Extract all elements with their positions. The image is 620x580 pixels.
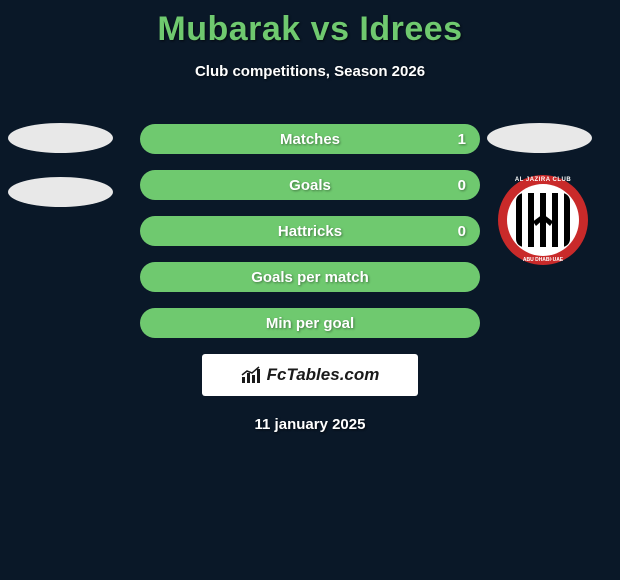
stat-value-right: 0 bbox=[458, 223, 466, 240]
brand-badge[interactable]: FcTables.com bbox=[202, 354, 418, 396]
brand-text: FcTables.com bbox=[267, 365, 380, 385]
page-title: Mubarak vs Idrees bbox=[0, 0, 620, 49]
bar-chart-icon bbox=[241, 366, 263, 384]
stat-row-matches: Matches 1 bbox=[140, 124, 480, 154]
stat-row-min-per-goal: Min per goal bbox=[140, 308, 480, 338]
subtitle: Club competitions, Season 2026 bbox=[0, 63, 620, 80]
stat-label: Goals per match bbox=[251, 269, 369, 286]
stat-row-hattricks: Hattricks 0 bbox=[140, 216, 480, 246]
stat-label: Matches bbox=[280, 131, 340, 148]
stats-area: Matches 1 Goals 0 Hattricks 0 Goals per … bbox=[0, 124, 620, 338]
stat-value-right: 1 bbox=[458, 131, 466, 148]
stat-label: Min per goal bbox=[266, 315, 354, 332]
stat-label: Goals bbox=[289, 177, 331, 194]
stat-row-goals: Goals 0 bbox=[140, 170, 480, 200]
stat-label: Hattricks bbox=[278, 223, 342, 240]
stat-value-right: 0 bbox=[458, 177, 466, 194]
stat-row-goals-per-match: Goals per match bbox=[140, 262, 480, 292]
footer-date: 11 january 2025 bbox=[0, 416, 620, 433]
